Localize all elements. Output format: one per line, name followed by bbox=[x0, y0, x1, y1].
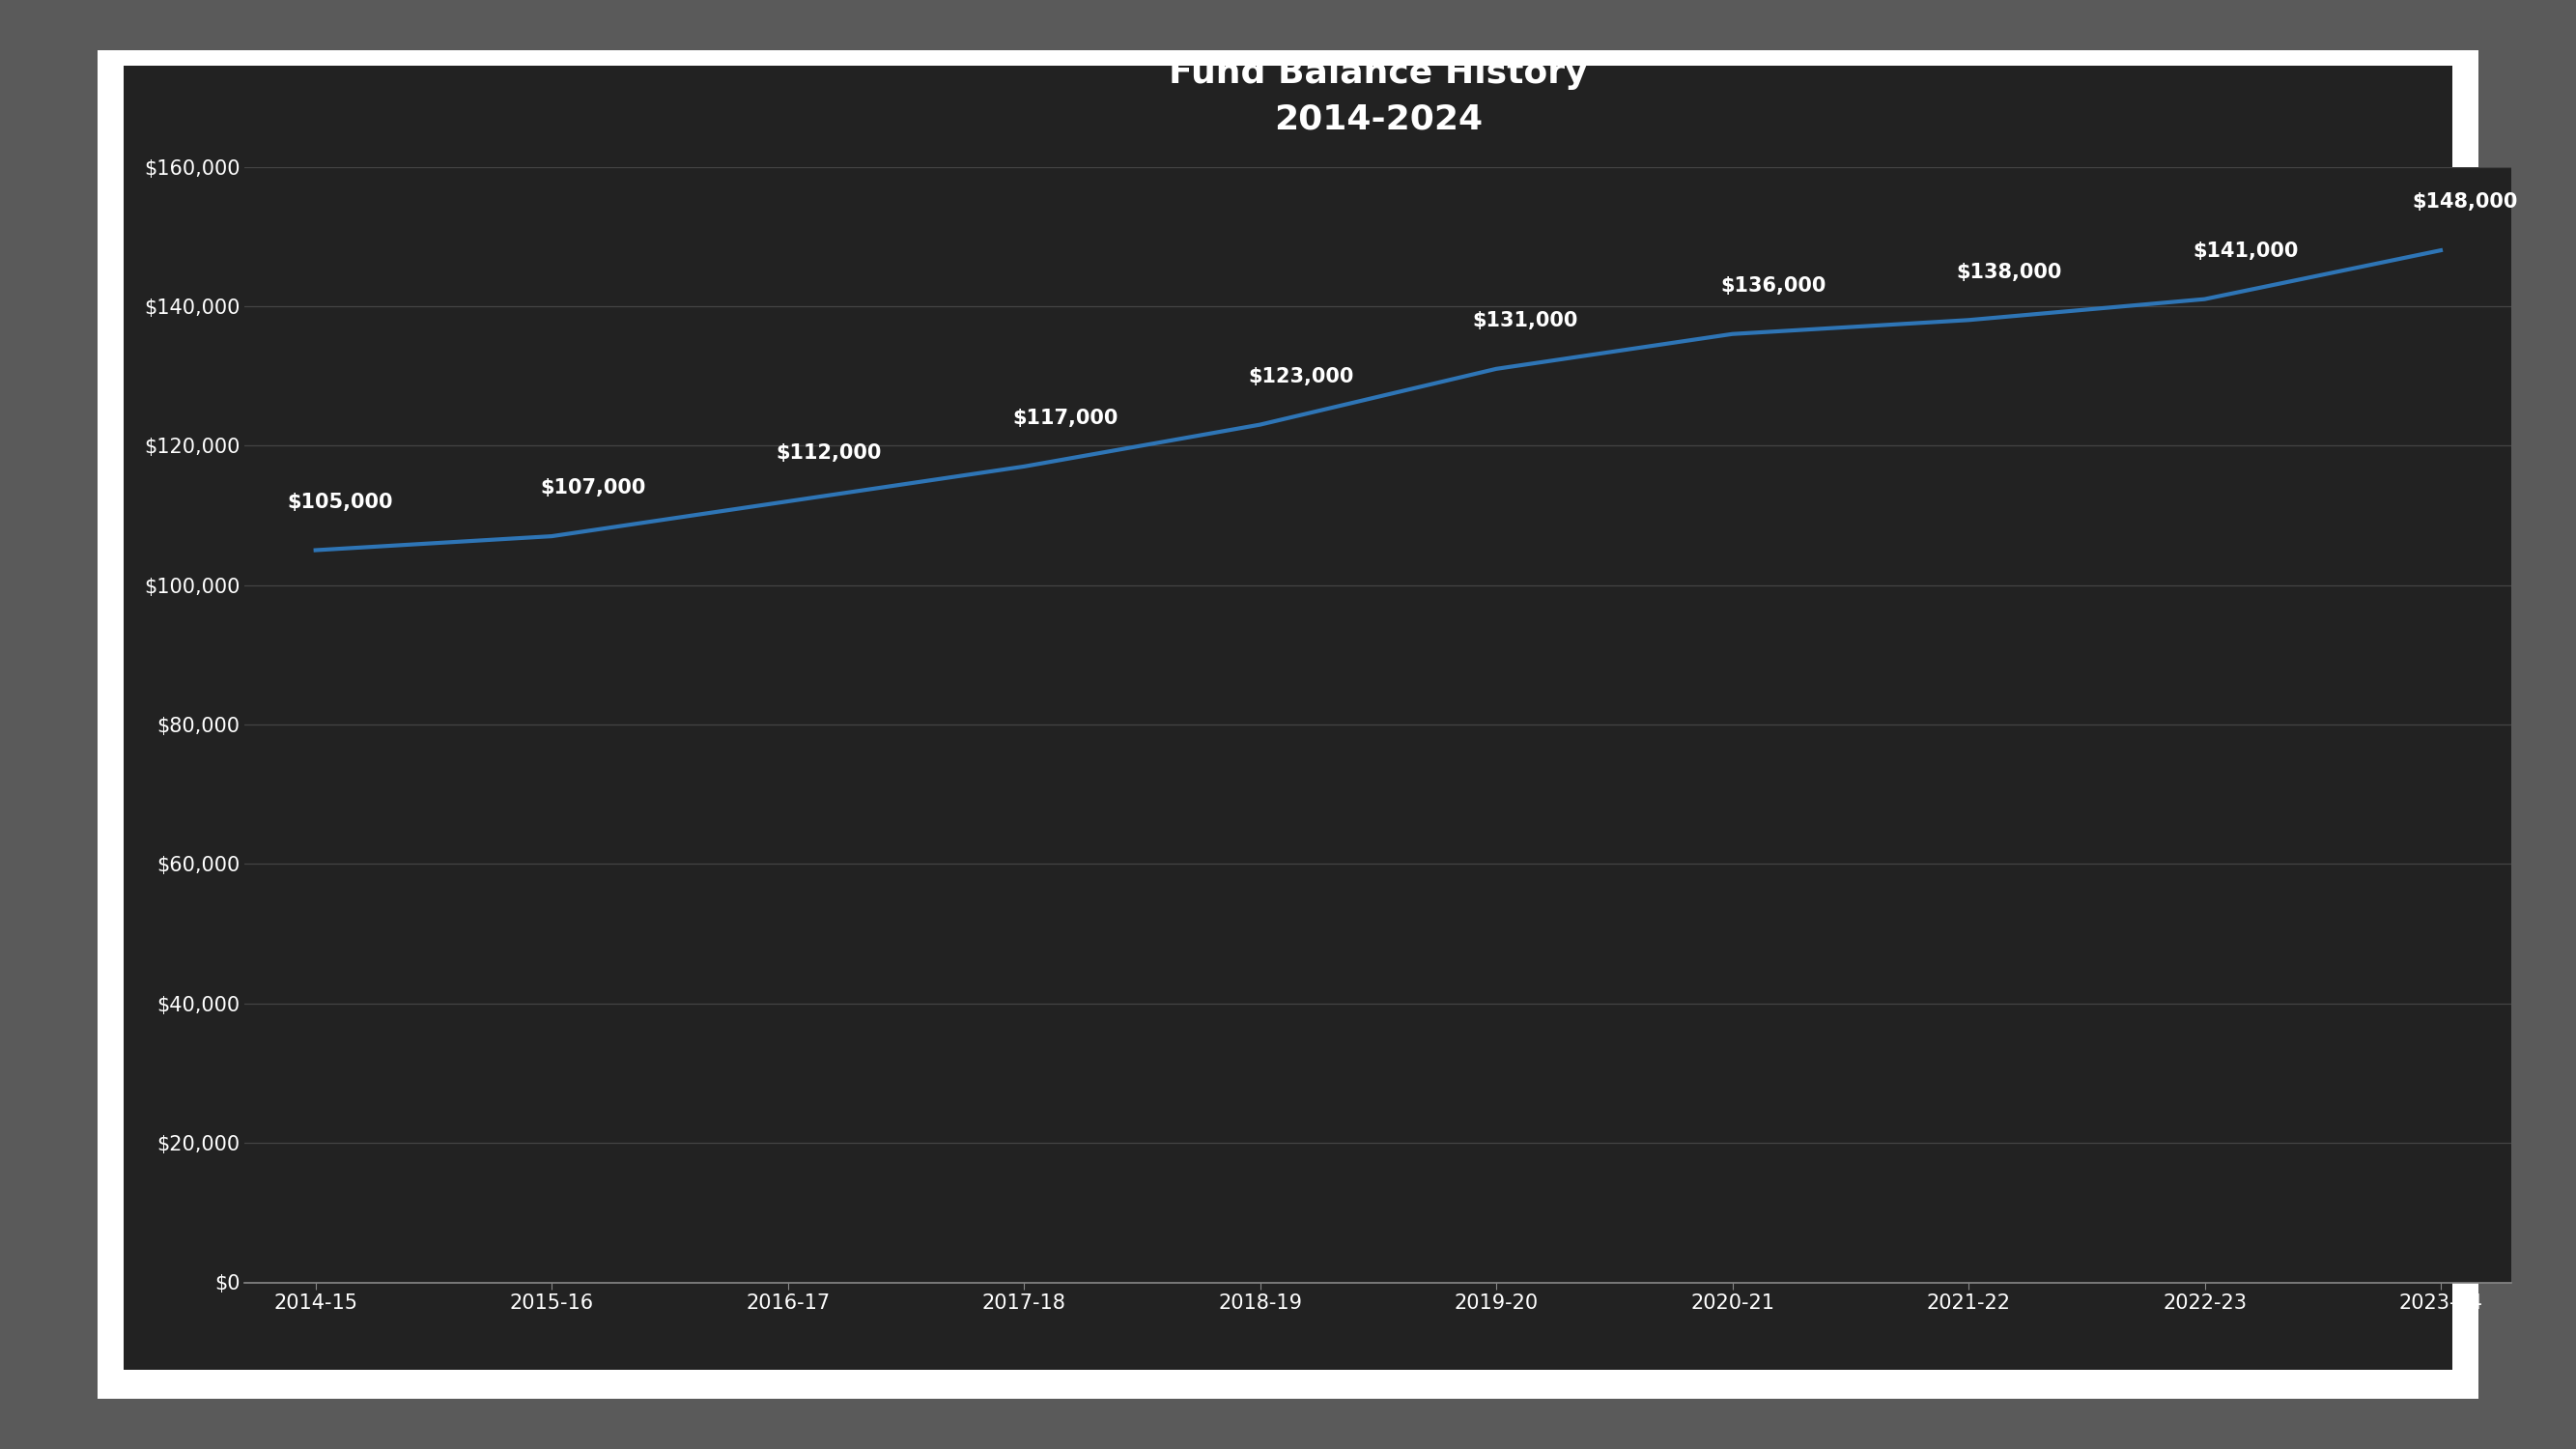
Text: $138,000: $138,000 bbox=[1958, 262, 2063, 281]
Text: $148,000: $148,000 bbox=[2414, 193, 2519, 212]
Text: $136,000: $136,000 bbox=[1721, 277, 1826, 296]
Text: $141,000: $141,000 bbox=[2192, 242, 2298, 261]
Text: $131,000: $131,000 bbox=[1473, 312, 1579, 330]
Text: $117,000: $117,000 bbox=[1012, 409, 1118, 427]
Text: $105,000: $105,000 bbox=[289, 493, 394, 511]
Text: $123,000: $123,000 bbox=[1249, 367, 1355, 387]
Title: Fund Balance History
2014-2024: Fund Balance History 2014-2024 bbox=[1170, 57, 1587, 136]
Text: $112,000: $112,000 bbox=[775, 443, 881, 464]
Text: $107,000: $107,000 bbox=[541, 478, 647, 498]
